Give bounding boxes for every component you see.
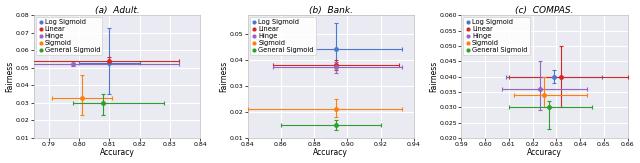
Y-axis label: Fairness: Fairness — [220, 61, 228, 92]
X-axis label: Accuracy: Accuracy — [527, 148, 562, 157]
Legend: Log Sigmoid, Linear, Hinge, Sigmoid, General Sigmoid: Log Sigmoid, Linear, Hinge, Sigmoid, Gen… — [463, 17, 529, 55]
Y-axis label: Fairness: Fairness — [429, 61, 438, 92]
Title: (a)  Adult.: (a) Adult. — [95, 6, 140, 15]
Legend: Log Sigmoid, Linear, Hinge, Sigmoid, General Sigmoid: Log Sigmoid, Linear, Hinge, Sigmoid, Gen… — [36, 17, 102, 55]
X-axis label: Accuracy: Accuracy — [100, 148, 134, 157]
Y-axis label: Fairness: Fairness — [6, 61, 15, 92]
X-axis label: Accuracy: Accuracy — [314, 148, 348, 157]
Title: (c)  COMPAS.: (c) COMPAS. — [515, 6, 573, 15]
Legend: Log Sigmoid, Linear, Hinge, Sigmoid, General Sigmoid: Log Sigmoid, Linear, Hinge, Sigmoid, Gen… — [250, 17, 316, 55]
Title: (b)  Bank.: (b) Bank. — [308, 6, 353, 15]
